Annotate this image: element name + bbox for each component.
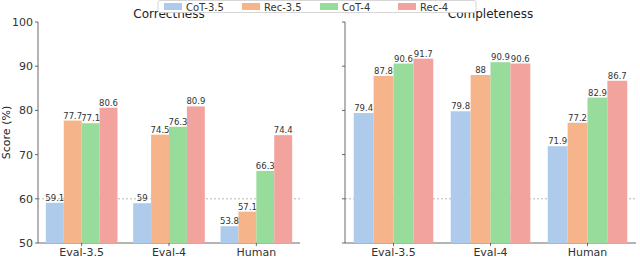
bar [274, 135, 292, 243]
data-label: 77.7 [63, 111, 82, 121]
data-label: 77.2 [568, 113, 587, 123]
data-label: 79.8 [451, 101, 470, 111]
legend: CoT-3.5 Rec-3.5 CoT-4 Rec-4 [158, 1, 476, 13]
data-label: 76.3 [168, 117, 187, 127]
bar [100, 108, 118, 243]
data-label: 59.1 [45, 193, 64, 203]
bar [133, 203, 151, 243]
legend-label: CoT-4 [342, 2, 370, 13]
x-tick-label: Eval-3.5 [371, 246, 416, 259]
y-tick-label: 80 [19, 104, 33, 117]
x-tick-label: Human [236, 246, 276, 259]
bar [374, 76, 394, 243]
data-label: 87.8 [374, 66, 393, 76]
legend-label: CoT-3.5 [186, 2, 224, 13]
data-label: 82.9 [588, 88, 607, 98]
bar [413, 59, 433, 243]
y-tick-label: 60 [19, 193, 33, 206]
legend-label: Rec-3.5 [264, 2, 302, 13]
bars [354, 59, 628, 243]
y-tick [342, 243, 345, 244]
data-label: 66.3 [256, 161, 275, 171]
data-label: 90.6 [394, 54, 413, 64]
data-label: 90.6 [511, 54, 530, 64]
y-tick [35, 66, 38, 67]
data-label: 71.9 [548, 136, 567, 146]
bar [64, 121, 82, 243]
bar [169, 127, 187, 243]
data-labels: 79.487.890.691.779.88890.990.671.977.282… [354, 49, 627, 147]
data-label: 53.8 [220, 216, 239, 226]
bar [354, 113, 374, 243]
y-axis-label: Score (%) [0, 106, 13, 159]
subplot: Completeness79.487.890.691.779.88890.990… [342, 7, 636, 259]
bar [238, 212, 256, 243]
legend-box [158, 1, 476, 13]
data-label: 80.9 [186, 96, 205, 106]
data-labels: 59.1 77.777.1 80.6 59 74.576.3 80.9 53.8 57.1 66… [45, 96, 292, 226]
data-label: 88 [475, 65, 486, 75]
legend-swatch [164, 3, 182, 10]
data-label: 74.5 [151, 125, 170, 135]
x-tick-label: Eval-4 [473, 246, 507, 259]
legend-label: Rec-4 [420, 2, 448, 13]
bar [510, 64, 530, 243]
data-label: 86.7 [608, 71, 627, 81]
bar [221, 226, 239, 243]
data-label: 59 [137, 193, 148, 203]
bar [46, 203, 64, 243]
bar [451, 111, 471, 243]
chart: 5060708090100CorrectnessScore (%)59.177.… [0, 0, 640, 261]
y-tick [342, 110, 345, 111]
subplot: 5060708090100CorrectnessScore (%)59.177.… [0, 7, 300, 259]
y-tick [342, 154, 345, 155]
bars [46, 106, 292, 243]
bar [548, 146, 568, 243]
y-tick [35, 22, 38, 23]
x-tick-label: Human [568, 246, 608, 259]
bar [607, 81, 627, 243]
data-label: 77.1 [81, 113, 100, 123]
bar [151, 135, 169, 243]
bar [568, 123, 588, 243]
x-tick-label: Eval-4 [152, 246, 186, 259]
y-tick [342, 198, 345, 199]
y-tick [342, 22, 345, 23]
bar [491, 62, 511, 243]
bar [187, 106, 205, 243]
legend-swatch [320, 3, 338, 10]
y-tick-label: 100 [12, 16, 33, 29]
y-axis [345, 22, 346, 243]
y-tick [35, 243, 38, 244]
y-tick-label: 90 [19, 60, 33, 73]
bar [471, 75, 491, 243]
bar [82, 123, 100, 243]
y-tick [342, 66, 345, 67]
data-label: 79.4 [354, 103, 373, 113]
y-tick [35, 154, 38, 155]
bar [256, 171, 274, 243]
data-label: 90.9 [491, 52, 510, 62]
bar [588, 98, 608, 243]
bar [394, 64, 414, 243]
data-label: 80.6 [99, 98, 118, 108]
data-label: 57.1 [238, 202, 257, 212]
y-tick [35, 198, 38, 199]
y-tick-label: 70 [19, 149, 33, 162]
data-label: 91.7 [414, 49, 433, 59]
y-axis [38, 22, 39, 243]
y-tick-label: 50 [19, 237, 33, 250]
y-tick [35, 110, 38, 111]
x-tick-label: Eval-3.5 [59, 246, 104, 259]
legend-swatch [398, 3, 416, 10]
legend-swatch [242, 3, 260, 10]
data-label: 74.4 [274, 125, 293, 135]
